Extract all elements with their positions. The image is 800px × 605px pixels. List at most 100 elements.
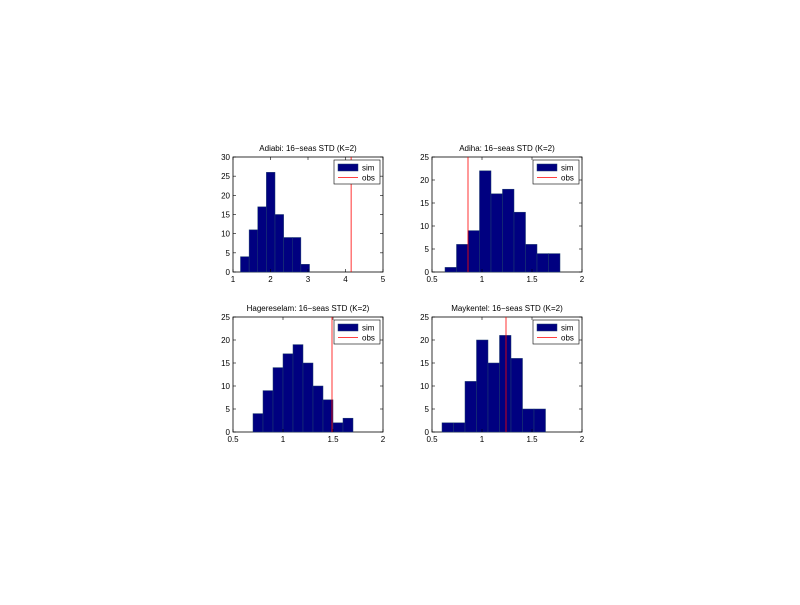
- histogram-bar: [548, 253, 561, 273]
- chart-title: Hagereselam: 16−seas STD (K=2): [247, 304, 370, 313]
- x-tick-label: 2: [381, 435, 386, 444]
- histogram-panel-2: Adiha: 16−seas STD (K=2)0.5 1 1.5 205101520…: [420, 144, 585, 284]
- y-tick-label: 5: [226, 405, 231, 414]
- legend-swatch-sim: [337, 323, 359, 332]
- legend-label-sim: sim: [561, 324, 574, 333]
- legend-label-obs: obs: [561, 174, 574, 183]
- histogram-bar: [522, 408, 535, 433]
- legend-label-sim: sim: [561, 164, 574, 173]
- histogram-bar: [312, 385, 324, 433]
- chart-title: Adiabi: 16−seas STD (K=2): [259, 144, 357, 153]
- legend-swatch-sim: [536, 163, 558, 172]
- y-tick-label: 10: [420, 222, 429, 231]
- legend-label-obs: obs: [561, 334, 574, 343]
- x-tick-label: 2: [268, 275, 273, 284]
- y-tick-label: 25: [420, 313, 429, 322]
- legend-swatch-sim: [337, 163, 359, 172]
- y-tick-label: 20: [221, 191, 230, 200]
- histogram-bar: [479, 170, 492, 273]
- histogram-panel-1: Adiabi: 16−seas STD (K=2) 1 2 3 4 5 0 5 10 15 20 25…: [221, 144, 386, 284]
- histogram-bar: [292, 237, 302, 273]
- x-tick-label: 5: [381, 275, 386, 284]
- y-tick-label: 25: [221, 313, 230, 322]
- histogram-bar: [487, 362, 500, 433]
- x-tick-label: 0.5: [426, 275, 438, 284]
- histogram-bar: [248, 229, 258, 273]
- x-tick-label: 1: [480, 435, 485, 444]
- histogram-bar: [499, 335, 512, 433]
- x-tick-label: 1.5: [526, 435, 538, 444]
- y-tick-label: 15: [420, 199, 429, 208]
- histogram-bar: [322, 399, 334, 433]
- y-tick-label: 25: [221, 172, 230, 181]
- histogram-bar: [332, 422, 344, 433]
- legend-label-obs: obs: [362, 174, 375, 183]
- histogram-bar: [444, 267, 457, 273]
- x-tick-label: 4: [343, 275, 348, 284]
- histogram-bar: [502, 188, 515, 273]
- legend-label-sim: sim: [362, 324, 375, 333]
- x-tick-label: 0.5: [426, 435, 438, 444]
- y-tick-label: 15: [420, 359, 429, 368]
- histogram-bar: [262, 390, 274, 433]
- histogram-panel-4: Maykentel: 16−seas STD (K=2)0.5 1 1.5 20510…: [420, 304, 585, 444]
- histogram-bar: [513, 211, 526, 273]
- y-tick-label: 0: [226, 428, 231, 437]
- histogram-bar: [453, 422, 466, 433]
- legend-label-obs: obs: [362, 334, 375, 343]
- histogram-bar: [252, 413, 264, 433]
- histogram-bar: [467, 230, 480, 273]
- histogram-bar: [302, 362, 314, 433]
- histogram-bar: [257, 206, 267, 273]
- y-tick-label: 30: [221, 153, 230, 162]
- x-tick-label: 3: [306, 275, 311, 284]
- y-tick-label: 5: [226, 249, 231, 258]
- x-tick-label: 1.5: [526, 275, 538, 284]
- x-tick-label: 0.5: [227, 435, 239, 444]
- x-tick-label: 1: [231, 275, 236, 284]
- histogram-bar: [342, 417, 354, 433]
- histogram-bar: [274, 214, 284, 273]
- histogram-bar: [533, 408, 546, 433]
- histogram-bar: [283, 237, 293, 273]
- y-tick-label: 15: [221, 211, 230, 220]
- histogram-bar: [441, 422, 454, 433]
- histogram-panel-3: Hagereselam: 16−seas STD (K=2)0.5 1 1.5 205…: [221, 304, 386, 444]
- legend-label-sim: sim: [362, 164, 375, 173]
- histogram-bar: [456, 244, 469, 273]
- histogram-bar: [476, 339, 489, 433]
- y-tick-label: 0: [425, 428, 430, 437]
- histogram-bar: [272, 367, 284, 433]
- histogram-bar: [490, 193, 503, 273]
- y-tick-label: 25: [420, 153, 429, 162]
- histogram-bar: [292, 344, 304, 433]
- legend-swatch-sim: [536, 323, 558, 332]
- chart-title: Adiha: 16−seas STD (K=2): [459, 144, 555, 153]
- y-tick-label: 15: [221, 359, 230, 368]
- y-tick-label: 10: [221, 230, 230, 239]
- histogram-bar: [300, 264, 310, 273]
- x-tick-label: 1: [480, 275, 485, 284]
- y-tick-label: 0: [226, 268, 231, 277]
- y-tick-label: 20: [420, 176, 429, 185]
- y-tick-label: 20: [221, 336, 230, 345]
- y-tick-label: 5: [425, 405, 430, 414]
- y-tick-label: 0: [425, 268, 430, 277]
- x-tick-label: 2: [580, 435, 585, 444]
- histogram-bar: [536, 253, 549, 273]
- chart-title: Maykentel: 16−seas STD (K=2): [451, 304, 563, 313]
- x-tick-label: 1.5: [327, 435, 339, 444]
- histogram-bar: [510, 358, 523, 433]
- y-tick-label: 10: [221, 382, 230, 391]
- histogram-bar: [240, 256, 250, 273]
- histogram-bar: [464, 381, 477, 433]
- histogram-bar: [525, 244, 538, 273]
- x-tick-label: 2: [580, 275, 585, 284]
- x-tick-label: 1: [281, 435, 286, 444]
